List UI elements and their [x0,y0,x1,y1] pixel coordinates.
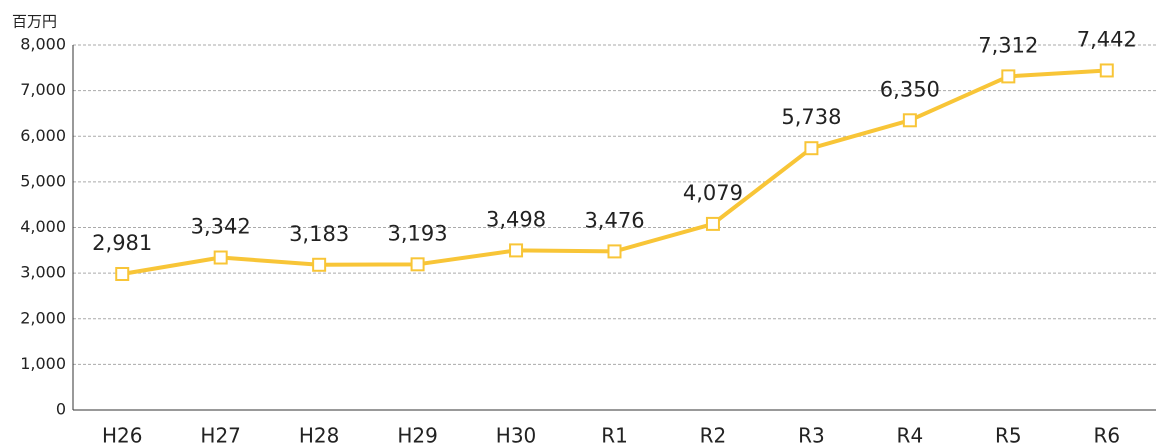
data-label: 7,312 [978,33,1038,57]
y-tick-label: 3,000 [20,263,66,282]
marker [213,250,228,265]
x-tick-label: H29 [397,424,438,447]
marker [1099,63,1114,78]
data-label: 2,981 [92,231,152,255]
y-tick-label: 2,000 [20,308,66,327]
data-label: 3,342 [191,215,251,239]
x-tick-label: H27 [200,424,241,447]
y-tick-label: 6,000 [20,126,66,145]
marker [705,216,720,231]
x-tick-label: H28 [299,424,340,447]
y-tick-label: 7,000 [20,80,66,99]
marker [410,257,425,272]
marker [607,244,622,259]
data-label: 4,079 [683,181,743,205]
data-label: 3,476 [584,208,644,232]
y-tick-label: 8,000 [20,35,66,54]
x-tick-label: H30 [496,424,537,447]
data-label: 6,350 [880,77,940,101]
x-tick-label: R3 [798,424,825,447]
y-tick-label: 0 [56,400,66,419]
x-tick-label: H26 [102,424,143,447]
line [121,68,1107,276]
data-label: 3,193 [388,221,448,245]
marker [804,141,819,156]
marker [1001,69,1016,84]
x-tick-label: R5 [995,424,1022,447]
marker [312,257,327,272]
marker [509,243,524,258]
marker [115,266,130,281]
data-label: 3,498 [486,207,546,231]
data-label: 5,738 [781,105,841,129]
data-label: 3,183 [289,222,349,246]
x-tick-label: R6 [1093,424,1120,447]
x-tick-label: R4 [897,424,924,447]
data-label: 7,442 [1077,27,1137,51]
marker [902,113,917,128]
y-tick-label: 1,000 [20,354,66,373]
y-tick-label: 4,000 [20,217,66,236]
unit-label: 百万円 [12,13,57,31]
x-tick-label: R2 [700,424,727,447]
y-tick-label: 5,000 [20,171,66,190]
x-tick-label: R1 [601,424,628,447]
